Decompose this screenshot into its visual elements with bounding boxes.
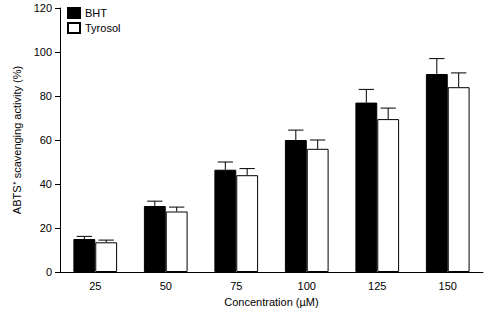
svg-text:25: 25 [89, 280, 101, 292]
svg-text:Tyrosol: Tyrosol [85, 22, 120, 34]
svg-text:40: 40 [40, 178, 52, 190]
svg-text:75: 75 [230, 280, 242, 292]
svg-text:120: 120 [34, 2, 52, 14]
svg-text:0: 0 [46, 266, 52, 278]
svg-text:100: 100 [34, 46, 52, 58]
svg-text:ABTS⁺ scavenging activity (%): ABTS⁺ scavenging activity (%) [11, 66, 23, 214]
svg-text:125: 125 [368, 280, 386, 292]
svg-text:60: 60 [40, 134, 52, 146]
svg-text:BHT: BHT [85, 7, 107, 19]
svg-text:80: 80 [40, 90, 52, 102]
svg-text:150: 150 [439, 280, 457, 292]
svg-text:Concentration (µM): Concentration (µM) [224, 296, 318, 308]
svg-text:100: 100 [298, 280, 316, 292]
svg-text:20: 20 [40, 222, 52, 234]
svg-text:50: 50 [160, 280, 172, 292]
